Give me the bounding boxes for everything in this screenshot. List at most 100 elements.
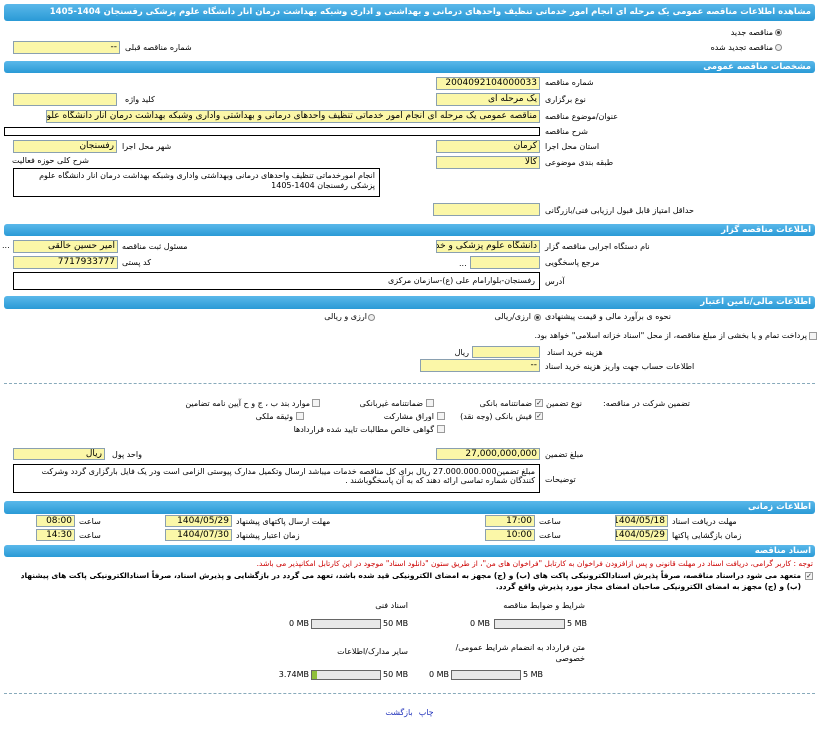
ref-label: مرجع پاسخگویی — [545, 257, 599, 269]
print-link[interactable]: چاپ — [419, 708, 434, 717]
doc-cost-label: هزینه خرید اسناد — [547, 347, 603, 359]
doc-technical-max: 50 MB — [383, 618, 408, 629]
doc-terms-usage-bar — [494, 619, 565, 629]
doc-technical-used: 0 MB — [255, 618, 309, 629]
new-tender-radio[interactable] — [775, 29, 782, 36]
documents-area: توجه : کاربر گرامی، دریافت اسناد در مهلت… — [0, 558, 819, 717]
guarantee-nonbank-checkbox — [426, 399, 434, 407]
account-label: اطلاعات حساب جهت واریز هزینه خرید اسناد — [545, 361, 694, 373]
postal-field: 7717933777 — [13, 256, 118, 269]
doc-other-usage-fill — [312, 671, 317, 679]
opening-time-field: 10:00 — [485, 529, 535, 541]
doc-terms-max: 5 MB — [567, 618, 587, 629]
ref-field — [470, 256, 540, 269]
doc-terms-used: 0 MB — [440, 618, 490, 629]
renewed-tender-label: مناقصه تجدید شده — [711, 42, 773, 54]
guarantee-type-label: نوع تضمین — [546, 398, 582, 410]
commit-row: ✓ متعهد می شود دراسناد مناقصه، صرفاً پذی… — [8, 570, 813, 592]
account-field: -- — [420, 359, 540, 372]
rial-radio[interactable] — [534, 314, 541, 321]
guarantee-bonds-label: اوراق مشارکت — [384, 411, 434, 423]
guarantee-property-checkbox — [296, 412, 304, 420]
doc-contract-max: 5 MB — [523, 669, 543, 680]
prev-number-label: شماره مناقصه قبلی — [125, 42, 192, 54]
opening-time-label: ساعت — [539, 530, 561, 542]
submit-time-label: ساعت — [79, 516, 101, 528]
guarantee-nonbank-label: ضمانتنامه غیربانکی — [360, 398, 423, 410]
doc-contract-used: 0 MB — [413, 669, 449, 680]
guarantee-cash-label: فیش بانکی (وجه نقد) — [460, 411, 532, 423]
both-currency-radio[interactable] — [368, 314, 375, 321]
opening-label: زمان بازگشایی پاکتها — [672, 530, 741, 542]
province-field: کرمان — [436, 140, 540, 153]
new-tender-label: مناقصه جدید — [731, 27, 773, 39]
responsible-more-link[interactable]: ... — [2, 241, 10, 250]
subject-field: مناقصه عمومی یک مرحله ای انجام امور خدما… — [46, 110, 540, 123]
activity-field: انجام امورخدماتی تنظیف واحدهای درمانی وب… — [13, 168, 380, 197]
doc-cost-unit: ریال — [455, 347, 469, 359]
guarantee-clause-checkbox — [312, 399, 320, 407]
doc-other-max: 50 MB — [383, 669, 408, 680]
holding-type-field: یک مرحله ای — [436, 93, 540, 106]
ref-more-link[interactable]: ... — [459, 259, 467, 268]
validity-time-label: ساعت — [79, 530, 101, 542]
province-label: استان محل اجرا — [545, 141, 599, 153]
doc-terms-label: شرایط و ضوابط مناقصه — [445, 600, 585, 611]
doc-deadline-field: 1404/05/18 — [615, 515, 668, 527]
doc-other-used: 3.74MB — [255, 669, 309, 680]
min-score-label: حداقل امتیاز قابل قبول ارزیابی فنی/بازرگ… — [545, 205, 694, 217]
tender-desc-field — [4, 127, 540, 136]
submit-time-field: 08:00 — [36, 515, 75, 527]
validity-label: زمان اعتبار پیشنهاد — [236, 530, 300, 542]
section-documents: اسناد مناقصه — [4, 545, 815, 557]
rial-label: ارزی/ریالی — [494, 311, 531, 323]
subject-label: عنوان/موضوع مناقصه — [545, 111, 618, 123]
both-currency-label: ارزی و ریالی — [324, 311, 367, 323]
guarantee-cash-checkbox: ✓ — [535, 412, 543, 420]
guarantee-label: تضمین شرکت در مناقصه: — [603, 398, 690, 410]
footer-links: چاپ بازگشت — [0, 708, 819, 717]
city-label: شهر محل اجرا — [122, 141, 171, 153]
doc-technical-label: اسناد فنی — [270, 600, 408, 611]
notes-label: توضیحات — [545, 474, 576, 486]
guarantee-receivables-checkbox — [437, 425, 445, 433]
category-label: طبقه بندی موضوعی — [545, 157, 613, 169]
address-field: رفسنجان-بلوارامام علی (ع)-سازمان مرکزی — [13, 272, 540, 290]
guarantee-bonds-checkbox — [437, 412, 445, 420]
keyword-label: کلید واژه — [125, 94, 155, 106]
guarantee-bank-checkbox: ✓ — [535, 399, 543, 407]
postal-label: کد پستی — [122, 257, 151, 269]
prev-number-input[interactable]: -- — [13, 41, 120, 54]
tender-desc-label: شرح مناقصه — [545, 126, 588, 138]
footer-divider — [4, 693, 815, 694]
validity-field: 1404/07/30 — [165, 529, 232, 541]
opening-field: 1404/05/29 — [615, 529, 668, 541]
guarantee-clause-label: موارد بند ب ، ج و ح آیین نامه تضامین — [185, 398, 310, 410]
section-timing: اطلاعات زمانی — [4, 501, 815, 514]
section-finance: اطلاعات مالی/تامین اعتبار — [4, 296, 815, 309]
doc-technical-usage-bar — [311, 619, 381, 629]
guarantee-receivables-label: گواهی خالص مطالبات تایید شده قراردادها — [294, 424, 434, 436]
min-score-field — [433, 203, 540, 216]
doc-contract-label: متن قرارداد به انضمام شرایط عمومی/خصوصی — [430, 642, 585, 664]
doc-other-usage-bar — [311, 670, 381, 680]
divider — [4, 383, 815, 384]
doc-cost-field — [472, 346, 540, 358]
category-field: کالا — [436, 156, 540, 169]
city-field: رفسنجان — [13, 140, 117, 153]
documents-note: توجه : کاربر گرامی، دریافت اسناد در مهلت… — [8, 558, 813, 569]
tender-number-label: شماره مناقصه — [545, 77, 594, 89]
treasury-checkbox[interactable] — [809, 332, 817, 340]
submit-field: 1404/05/29 — [165, 515, 232, 527]
address-label: آدرس — [545, 276, 564, 288]
responsible-field: امیر حسین خالقی — [13, 240, 118, 253]
page-title-bar: مشاهده اطلاعات مناقصه عمومی یک مرحله ای … — [4, 4, 815, 21]
org-field: دانشگاه علوم پزشکی و خدمات — [436, 240, 540, 253]
commit-checkbox: ✓ — [805, 572, 813, 580]
guarantee-amount-label: مبلغ تضمین — [545, 449, 583, 461]
back-link[interactable]: بازگشت — [385, 708, 412, 717]
guarantee-bank-label: ضمانتنامه بانکی — [480, 398, 532, 410]
renewed-tender-radio[interactable] — [775, 44, 782, 51]
keyword-field — [13, 93, 117, 106]
section-organizer: اطلاعات مناقصه گزار — [4, 224, 815, 236]
